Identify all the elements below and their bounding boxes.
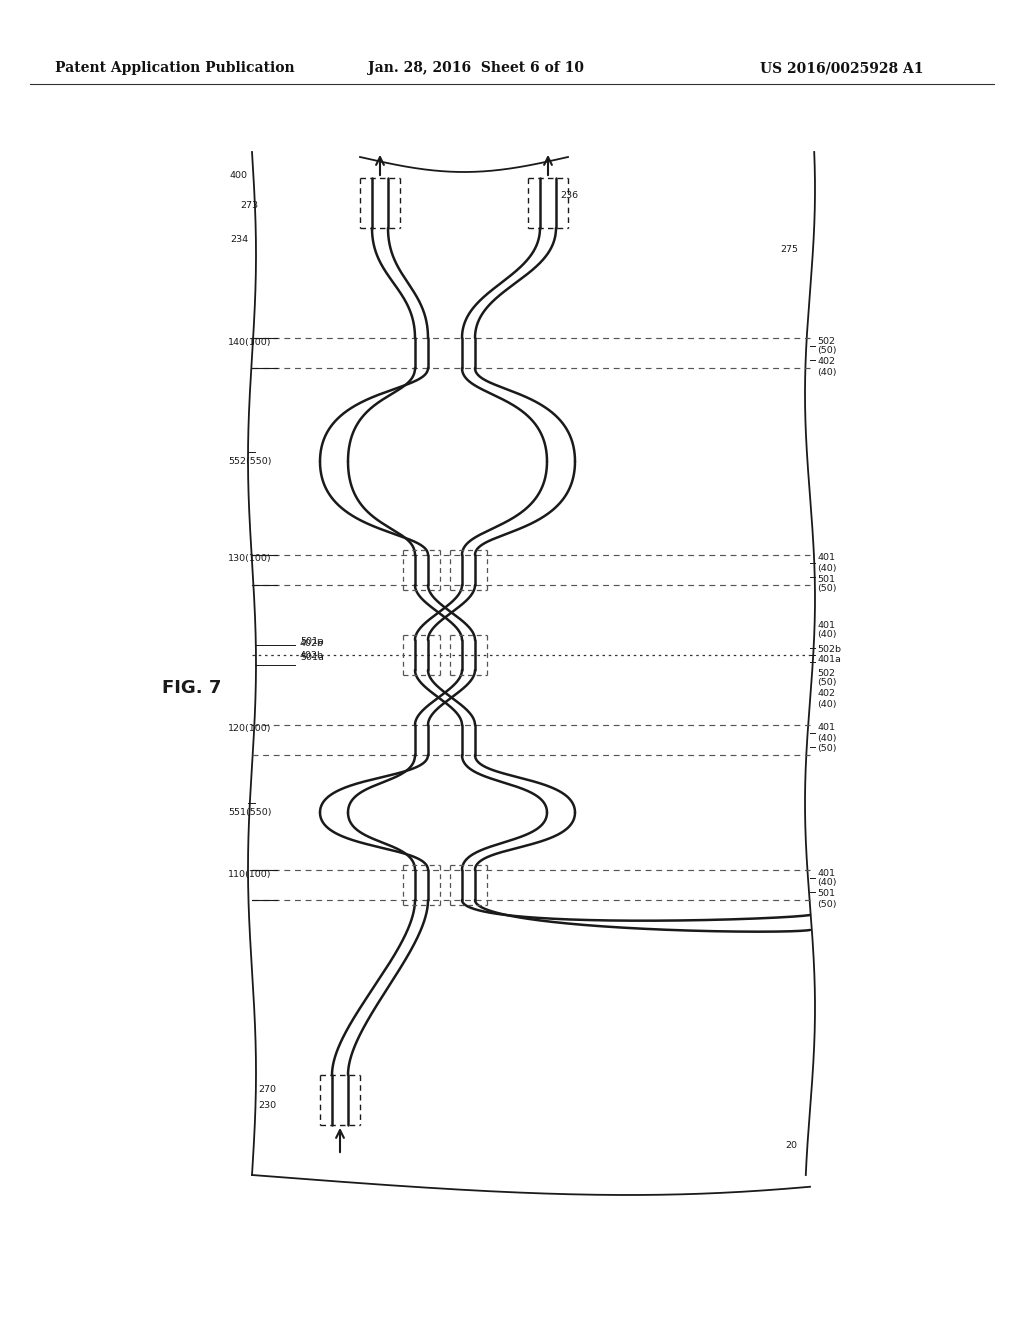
- Text: Jan. 28, 2016  Sheet 6 of 10: Jan. 28, 2016 Sheet 6 of 10: [368, 61, 584, 75]
- Text: 120(100): 120(100): [228, 725, 271, 734]
- Text: (40): (40): [817, 700, 837, 709]
- Text: FIG. 7: FIG. 7: [162, 678, 221, 697]
- Text: 502b: 502b: [817, 645, 841, 655]
- Text: 501: 501: [817, 574, 835, 583]
- Text: US 2016/0025928 A1: US 2016/0025928 A1: [760, 61, 924, 75]
- Text: 401a: 401a: [817, 656, 841, 664]
- Text: 401: 401: [817, 723, 835, 733]
- Text: 402b: 402b: [300, 651, 324, 660]
- Text: 501a: 501a: [300, 652, 324, 661]
- Text: (50): (50): [817, 678, 837, 688]
- Text: 502: 502: [817, 668, 835, 677]
- Text: 501a: 501a: [300, 636, 324, 645]
- Text: 270: 270: [258, 1085, 276, 1094]
- Text: (40): (40): [817, 564, 837, 573]
- Text: 551(550): 551(550): [228, 808, 271, 817]
- Text: Patent Application Publication: Patent Application Publication: [55, 61, 295, 75]
- Text: (50): (50): [817, 899, 837, 908]
- Text: 402: 402: [817, 689, 835, 698]
- Text: 234: 234: [230, 235, 248, 244]
- Text: 140(100): 140(100): [228, 338, 271, 346]
- Text: 236: 236: [560, 190, 579, 199]
- Text: (50): (50): [817, 346, 837, 355]
- Text: 400: 400: [230, 170, 248, 180]
- Text: 552(550): 552(550): [228, 457, 271, 466]
- Text: 130(100): 130(100): [228, 554, 271, 564]
- Text: (50): (50): [817, 744, 837, 754]
- Text: 110(100): 110(100): [228, 870, 271, 879]
- Text: (50): (50): [817, 585, 837, 594]
- Text: 401: 401: [817, 620, 835, 630]
- Text: 230: 230: [258, 1101, 276, 1110]
- Text: 402b: 402b: [300, 639, 324, 648]
- Text: (40): (40): [817, 879, 837, 887]
- Text: 401: 401: [817, 553, 835, 562]
- Text: 502: 502: [817, 337, 835, 346]
- Text: 275: 275: [780, 246, 798, 255]
- Text: 20: 20: [785, 1140, 797, 1150]
- Text: 273: 273: [240, 201, 258, 210]
- Text: 501: 501: [817, 890, 835, 899]
- Text: (40): (40): [817, 734, 837, 742]
- Text: (40): (40): [817, 367, 837, 376]
- Text: 401: 401: [817, 869, 835, 878]
- Text: (40): (40): [817, 631, 837, 639]
- Text: 402: 402: [817, 358, 835, 367]
